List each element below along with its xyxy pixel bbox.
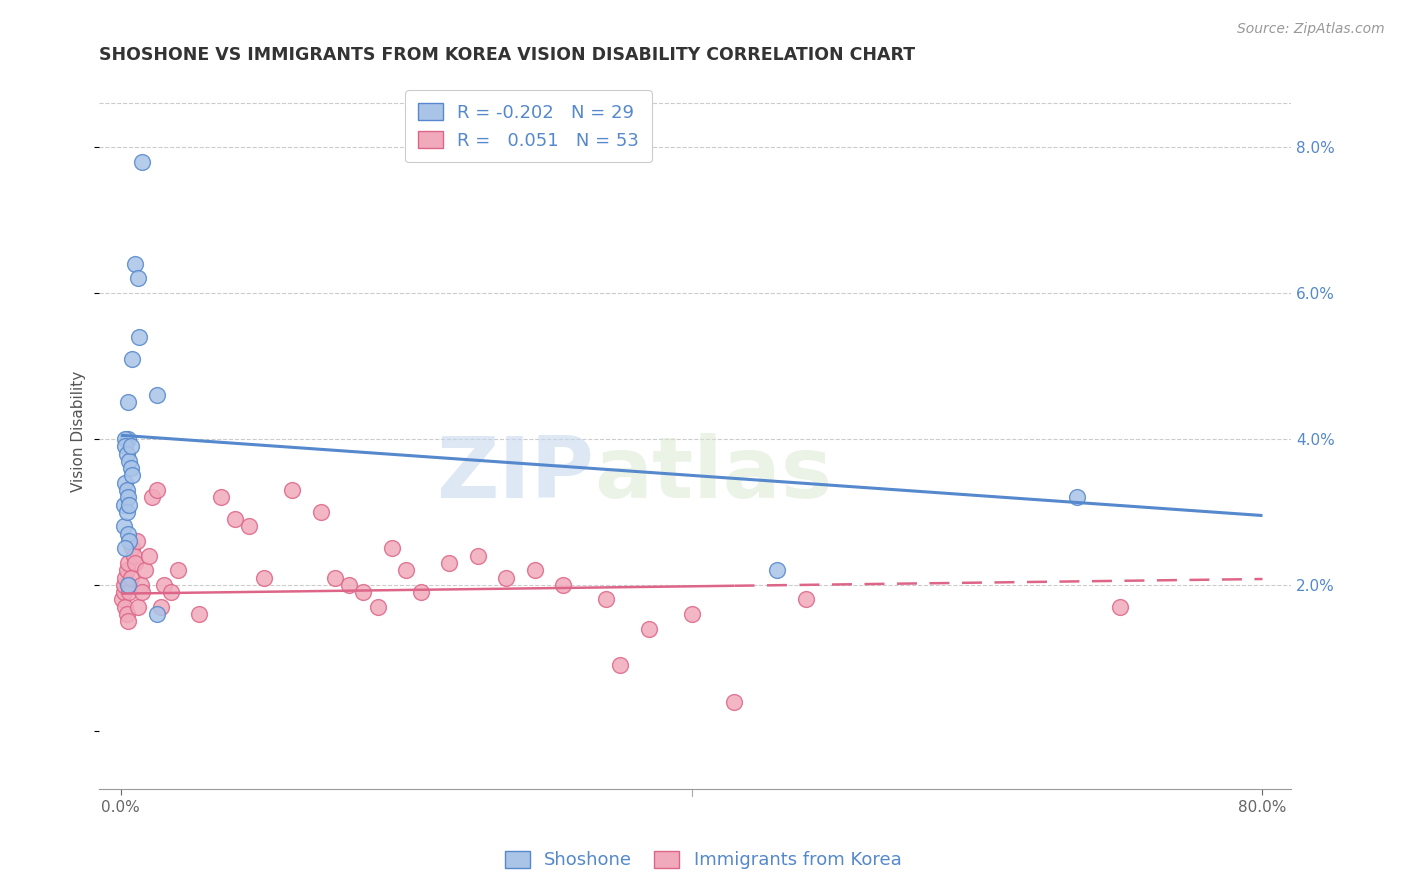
Point xyxy=(125,534,148,549)
Point xyxy=(114,599,136,614)
Point xyxy=(409,585,432,599)
Point xyxy=(112,519,135,533)
Point xyxy=(595,592,617,607)
Point xyxy=(141,491,163,505)
Point xyxy=(367,599,389,614)
Point xyxy=(118,578,141,592)
Point xyxy=(381,541,404,556)
Point xyxy=(121,351,143,366)
Point xyxy=(224,512,246,526)
Point xyxy=(145,607,167,621)
Point xyxy=(112,585,135,599)
Point xyxy=(120,570,142,584)
Point xyxy=(723,695,745,709)
Point xyxy=(120,461,142,475)
Point xyxy=(681,607,703,621)
Point xyxy=(1108,599,1130,614)
Point xyxy=(145,483,167,497)
Text: Source: ZipAtlas.com: Source: ZipAtlas.com xyxy=(1237,22,1385,37)
Point xyxy=(637,622,659,636)
Point xyxy=(495,570,517,584)
Point xyxy=(352,585,374,599)
Point xyxy=(238,519,260,533)
Point xyxy=(766,563,789,577)
Point xyxy=(309,505,332,519)
Legend: R = -0.202   N = 29, R =   0.051   N = 53: R = -0.202 N = 29, R = 0.051 N = 53 xyxy=(405,90,652,162)
Point xyxy=(114,475,136,490)
Point xyxy=(281,483,304,497)
Point xyxy=(127,271,149,285)
Point xyxy=(117,556,139,570)
Point xyxy=(159,585,181,599)
Text: SHOSHONE VS IMMIGRANTS FROM KOREA VISION DISABILITY CORRELATION CHART: SHOSHONE VS IMMIGRANTS FROM KOREA VISION… xyxy=(100,46,915,64)
Point xyxy=(117,578,139,592)
Point xyxy=(115,563,138,577)
Point xyxy=(437,556,460,570)
Point xyxy=(609,658,631,673)
Point xyxy=(1066,491,1088,505)
Point xyxy=(114,439,136,453)
Point xyxy=(128,330,150,344)
Point xyxy=(118,454,141,468)
Point xyxy=(115,446,138,460)
Y-axis label: Vision Disability: Vision Disability xyxy=(72,371,86,492)
Point xyxy=(131,154,153,169)
Text: ZIP: ZIP xyxy=(436,433,593,516)
Point xyxy=(114,541,136,556)
Point xyxy=(122,549,145,563)
Point xyxy=(523,563,546,577)
Point xyxy=(209,491,232,505)
Point xyxy=(124,556,146,570)
Point xyxy=(134,563,156,577)
Point xyxy=(118,585,141,599)
Point xyxy=(117,615,139,629)
Point xyxy=(112,578,135,592)
Point xyxy=(118,498,141,512)
Point xyxy=(395,563,418,577)
Point xyxy=(127,599,149,614)
Point xyxy=(117,491,139,505)
Point xyxy=(167,563,190,577)
Point xyxy=(115,505,138,519)
Point xyxy=(121,468,143,483)
Point xyxy=(131,585,153,599)
Point xyxy=(118,534,141,549)
Point xyxy=(149,599,172,614)
Point xyxy=(115,483,138,497)
Legend: Shoshone, Immigrants from Korea: Shoshone, Immigrants from Korea xyxy=(495,842,911,879)
Point xyxy=(117,432,139,446)
Point xyxy=(117,395,139,409)
Point xyxy=(553,578,575,592)
Point xyxy=(337,578,360,592)
Point xyxy=(114,432,136,446)
Point xyxy=(323,570,346,584)
Point xyxy=(121,541,143,556)
Point xyxy=(252,570,274,584)
Point xyxy=(124,257,146,271)
Point xyxy=(120,439,142,453)
Point xyxy=(129,578,152,592)
Point xyxy=(138,549,160,563)
Point xyxy=(188,607,211,621)
Point xyxy=(145,388,167,402)
Point xyxy=(115,607,138,621)
Point xyxy=(467,549,489,563)
Point xyxy=(114,570,136,584)
Point xyxy=(794,592,817,607)
Point xyxy=(152,578,174,592)
Point xyxy=(111,592,134,607)
Point xyxy=(112,498,135,512)
Text: atlas: atlas xyxy=(593,433,832,516)
Point xyxy=(117,526,139,541)
